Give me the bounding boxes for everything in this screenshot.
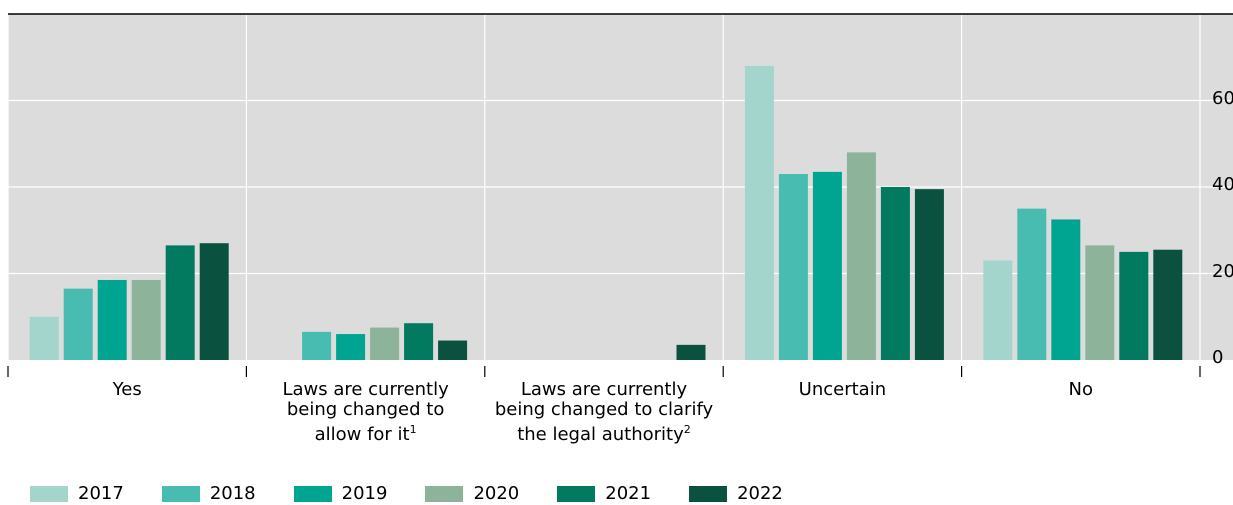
legend-swatch [293, 486, 332, 502]
x-tick-label-line: Uncertain [798, 379, 887, 400]
legend-label: 2021 [605, 483, 652, 504]
footnote-marker: 1 [409, 423, 417, 436]
legend-item-2020: 2020 [425, 484, 519, 504]
legend: 2017 2018 2019 2020 2021 2022 [30, 484, 821, 504]
bar-2022-cat-3 [914, 189, 944, 360]
bar-2021-cat-4 [1119, 251, 1149, 360]
legend-item-2017: 2017 [30, 484, 124, 504]
legend-swatch [689, 486, 728, 502]
legend-swatch [557, 486, 596, 502]
y-tick-label-40: 40 [1212, 174, 1233, 195]
x-tick-label-line: being changed to clarify [494, 399, 714, 420]
legend-item-2022: 2022 [689, 484, 783, 504]
x-tick-label-line: the legal authority [517, 424, 684, 445]
bar-2018-cat-0 [63, 288, 93, 360]
x-tick-label-line: Yes [112, 379, 142, 400]
legend-swatch [161, 486, 200, 502]
bar-2018-cat-3 [778, 174, 808, 360]
footnote-marker: 2 [683, 423, 691, 436]
legend-label: 2017 [78, 483, 124, 504]
y-tick-label-60: 60 [1212, 87, 1233, 109]
y-tick-label-0: 0 [1212, 347, 1224, 368]
bar-2019-cat-3 [812, 171, 842, 360]
bar-2020-cat-1 [370, 327, 400, 360]
bar-2020-cat-3 [846, 152, 876, 360]
bar-2020-cat-0 [131, 279, 161, 360]
bar-2017-cat-0 [29, 316, 59, 360]
bar-2022-cat-0 [199, 243, 229, 360]
bar-2019-cat-4 [1051, 219, 1081, 360]
x-tick-label-1: Laws are currently being changed to allow … [251, 380, 481, 445]
x-tick-label-line: Laws are currently [282, 379, 449, 400]
x-tick-label-3: Uncertain [727, 380, 957, 400]
legend-label: 2019 [341, 483, 388, 504]
bar-2020-cat-4 [1085, 245, 1115, 360]
bar-2019-cat-1 [336, 334, 366, 360]
legend-label: 2018 [209, 483, 256, 504]
x-tick-label-line: Laws are currently [520, 379, 688, 400]
x-tick-label-0: Yes [12, 380, 242, 400]
legend-item-2019: 2019 [293, 483, 388, 504]
bar-2017-cat-3 [744, 65, 774, 361]
legend-swatch [425, 486, 464, 502]
bar-2018-cat-1 [302, 331, 332, 360]
bar-2021-cat-1 [404, 323, 434, 360]
legend-label: 2020 [473, 483, 520, 504]
x-tick-label-line: No [1068, 379, 1094, 400]
bar-2022-cat-2 [676, 344, 706, 360]
bar-2022-cat-4 [1153, 249, 1183, 360]
legend-label: 2022 [737, 483, 783, 504]
x-tick-label-2: Laws are currently being changed to clari… [489, 380, 719, 445]
bar-2019-cat-0 [97, 279, 127, 360]
bar-2022-cat-1 [438, 340, 468, 360]
legend-swatch [30, 486, 68, 502]
bar-2021-cat-0 [165, 245, 195, 360]
y-tick-label-20: 20 [1212, 260, 1233, 282]
legend-item-2021: 2021 [557, 484, 651, 504]
x-tick-label-4: No [966, 380, 1196, 400]
x-tick-label-line: being changed to [286, 399, 445, 420]
x-tick-label-line: allow for it [314, 424, 410, 445]
legend-item-2018: 2018 [161, 483, 256, 504]
bar-2018-cat-4 [1017, 208, 1047, 360]
bar-2017-cat-4 [983, 260, 1013, 360]
bar-2021-cat-3 [880, 187, 910, 360]
